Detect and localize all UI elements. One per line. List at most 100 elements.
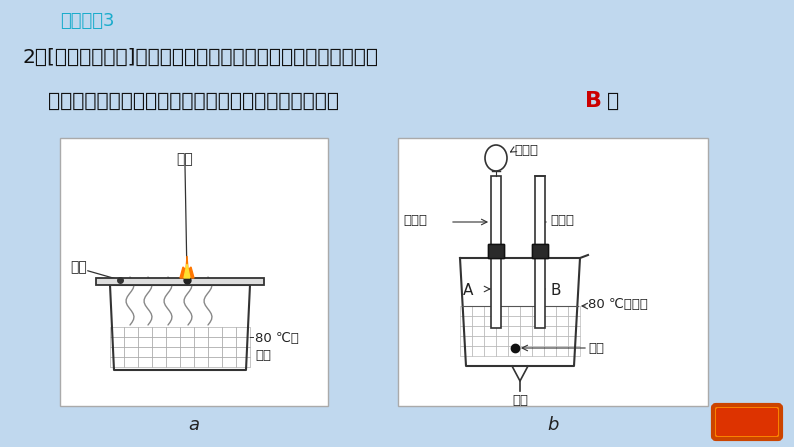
Bar [180,357,194,367]
Bar [568,316,580,326]
Bar [208,357,222,367]
Bar [544,316,556,326]
Bar [496,306,508,316]
Bar [556,336,568,346]
Text: A: A [463,283,473,298]
Text: 红磷: 红磷 [176,152,194,166]
Bar [138,327,152,337]
Bar [124,347,138,357]
Bar [166,347,180,357]
Bar [556,326,568,336]
Bar [166,357,180,367]
Bar [508,336,520,346]
Bar [194,327,208,337]
Bar [96,278,264,285]
Bar [508,306,520,316]
Bar [520,306,532,316]
Bar [472,326,484,336]
Bar [496,336,508,346]
Bar [138,347,152,357]
Bar [110,357,124,367]
Polygon shape [184,264,190,278]
Text: 2．[六安皋城中学]某化学小组想探究燃烧的条件，设计了如图所: 2．[六安皋城中学]某化学小组想探究燃烧的条件，设计了如图所 [22,48,378,67]
Bar [152,357,166,367]
FancyBboxPatch shape [713,405,781,439]
Bar [532,316,544,326]
Bar [520,346,532,356]
Bar [236,327,250,337]
FancyBboxPatch shape [716,408,778,436]
Bar [180,327,194,337]
Bar [532,326,544,336]
Text: a: a [188,416,199,434]
Bar [472,316,484,326]
Text: B: B [550,283,561,298]
Bar [460,326,472,336]
Text: B: B [585,91,602,111]
Bar [532,244,548,258]
Bar [124,327,138,337]
Bar [508,316,520,326]
Bar [236,347,250,357]
Bar [152,347,166,357]
Bar [208,347,222,357]
Text: 实验活动3: 实验活动3 [60,12,114,30]
Bar [532,306,544,316]
Bar [520,336,532,346]
Bar [222,327,236,337]
Bar [484,326,496,336]
Bar [460,346,472,356]
Text: 热水: 热水 [255,349,271,362]
Bar [556,306,568,316]
Bar [124,357,138,367]
Bar [520,326,532,336]
Bar [568,336,580,346]
Bar [110,337,124,347]
Bar [180,347,194,357]
Bar [544,326,556,336]
Bar [496,316,508,326]
Bar [472,306,484,316]
Bar [166,337,180,347]
Ellipse shape [485,145,507,171]
Bar [208,327,222,337]
Bar [484,306,496,316]
Bar [194,357,208,367]
Text: 瘪气球: 瘪气球 [514,144,538,157]
Bar [60,138,328,406]
Text: 白磷: 白磷 [512,394,528,407]
Text: 返回: 返回 [738,414,756,430]
Text: 红磷: 红磷 [588,342,604,355]
Bar [532,244,548,258]
Text: 玻璃管: 玻璃管 [403,214,427,227]
Bar [236,337,250,347]
Bar [110,347,124,357]
Bar [484,336,496,346]
Bar [460,336,472,346]
Bar [194,337,208,347]
Bar [236,357,250,367]
Text: 80 ℃的热水: 80 ℃的热水 [588,298,648,311]
Bar [194,347,208,357]
Bar [508,346,520,356]
Text: ）: ） [607,92,619,111]
Bar [496,326,508,336]
Bar [568,306,580,316]
Bar [488,244,504,258]
Bar [520,316,532,326]
Text: 白磷: 白磷 [70,260,87,274]
Bar [508,326,520,336]
Bar [152,337,166,347]
Bar [222,357,236,367]
Bar [568,326,580,336]
Bar [124,337,138,347]
Bar [556,316,568,326]
Bar [180,337,194,347]
Bar [166,327,180,337]
Bar [568,346,580,356]
Bar [460,316,472,326]
Bar [535,176,545,328]
Bar [484,346,496,356]
Text: b: b [547,416,559,434]
Bar [484,316,496,326]
